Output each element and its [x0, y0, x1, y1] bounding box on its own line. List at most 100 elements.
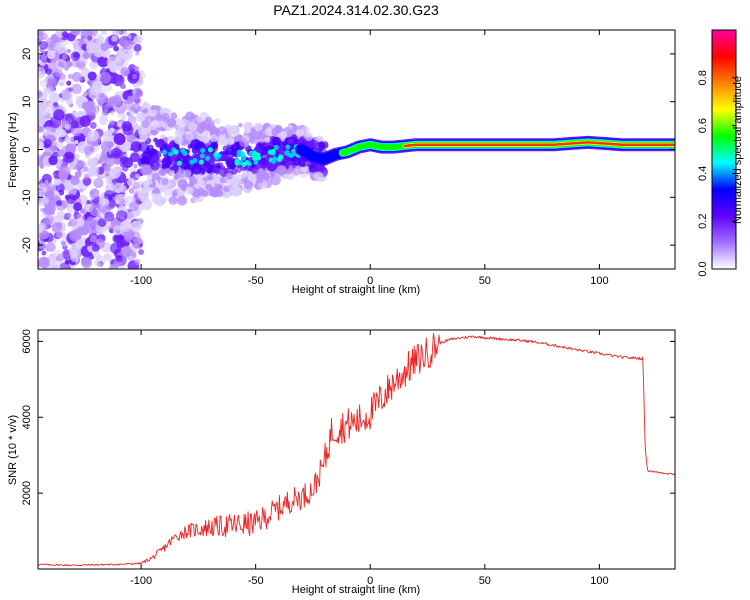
- spectrogram-blob: [199, 167, 206, 175]
- spectrogram-blob: [214, 117, 221, 125]
- spectrogram-blob: [67, 73, 74, 80]
- spectrogram-blob: [134, 66, 140, 71]
- spectrogram-blob: [68, 165, 74, 171]
- spectrogram-blob: [64, 66, 69, 71]
- spectrogram-blob: [95, 38, 103, 46]
- colorbar-tick-label: 0.0: [697, 261, 709, 276]
- colorbar-ticks: 0.0 0.2 0.4 0.6 0.8: [697, 29, 737, 277]
- spectrogram-blob: [56, 253, 65, 262]
- y-tick-label: 6000: [21, 329, 33, 353]
- spectrogram-blob: [135, 173, 140, 179]
- spectrogram-blob: [47, 44, 55, 52]
- spectrogram-blob: [129, 201, 140, 212]
- spectrogram-blob: [162, 149, 168, 155]
- spectrogram-blob: [173, 174, 180, 181]
- spectrogram-blob: [133, 43, 142, 52]
- spectrogram-blob: [200, 135, 210, 144]
- spectrogram-blob: [89, 60, 99, 70]
- spectrogram-blob: [51, 222, 63, 233]
- spectrogram-blob: [38, 122, 43, 127]
- spectrogram-blob: [127, 177, 137, 188]
- spectrogram-blob: [87, 129, 99, 142]
- spectrogram-blob: [206, 174, 213, 181]
- spectrogram-blob: [151, 119, 160, 128]
- spectrogram-blob: [142, 101, 149, 108]
- spectrogram-blob: [259, 155, 266, 162]
- spectrogram-blob: [116, 121, 123, 128]
- spectrogram-blob: [58, 135, 65, 143]
- ridge-band: [403, 141, 675, 148]
- snr-y-ticks: 2000 4000 6000: [21, 329, 675, 505]
- spectrogram-blob: [258, 160, 263, 166]
- spectrogram-blob: [113, 157, 121, 165]
- spectrogram-blob: [66, 80, 72, 86]
- spectrogram-y-ticks: -20 -10 0 10 20: [21, 48, 675, 253]
- spectrogram-blob: [273, 144, 279, 150]
- spectrogram-blob: [61, 53, 68, 60]
- spectrogram-blob: [150, 161, 160, 171]
- spectrogram-blob: [85, 41, 98, 54]
- colorbar-frame: [711, 29, 737, 270]
- spectrogram-blob: [113, 132, 126, 145]
- spectrogram-blob: [170, 158, 178, 166]
- spectrogram-blob: [226, 137, 235, 146]
- spectrogram-blob: [183, 169, 192, 178]
- spectrogram-blob: [118, 30, 127, 35]
- spectrogram-blob: [215, 162, 221, 169]
- spectrogram-y-label: Frequency (Hz): [7, 112, 19, 188]
- spectrogram-blob: [45, 242, 56, 253]
- spectrogram-blob: [99, 72, 112, 84]
- spectrogram-blob: [66, 212, 72, 219]
- spectrogram-blob: [79, 77, 84, 82]
- spectrogram-blob: [41, 107, 50, 116]
- spectrogram-blob: [40, 196, 50, 205]
- spectrogram-blob: [86, 30, 98, 37]
- spectrogram-blob: [114, 233, 124, 243]
- spectrogram-blob: [128, 187, 135, 194]
- spectrogram-blob: [82, 177, 92, 186]
- spectrogram-blob: [109, 119, 115, 126]
- spectrogram-blob: [140, 156, 151, 166]
- y-tick-label: 4000: [21, 405, 33, 429]
- spectrogram-blob: [213, 152, 219, 158]
- spectrogram-blob: [48, 155, 58, 166]
- x-tick-label: -50: [248, 275, 264, 287]
- spectrogram-blob: [300, 165, 308, 173]
- spectrogram-blob: [133, 164, 138, 169]
- spectrogram-blob: [63, 151, 75, 164]
- spectrogram-blob: [283, 173, 288, 179]
- spectrogram-blob: [45, 189, 55, 199]
- spectrogram-blob: [58, 170, 68, 180]
- spectrogram-blob: [43, 225, 49, 231]
- spectrogram-blob: [151, 109, 158, 116]
- spectrogram-blob: [138, 141, 149, 152]
- spectrogram-blob: [166, 118, 177, 128]
- spectrogram-blob: [127, 95, 135, 103]
- spectrogram-blobs: [38, 30, 329, 269]
- spectrogram-blob: [220, 165, 226, 171]
- spectrogram-blob: [182, 151, 188, 157]
- spectrogram-blob: [110, 111, 115, 116]
- spectrogram-blob: [176, 126, 185, 136]
- spectrogram-blob: [113, 45, 119, 52]
- spectrogram-blob: [241, 161, 247, 167]
- spectrogram-blob: [141, 195, 150, 204]
- spectrogram-blob: [42, 126, 54, 138]
- spectrogram-blob: [256, 168, 264, 176]
- spectrogram-blob: [66, 48, 71, 54]
- snr-series: [38, 333, 675, 567]
- spectrogram-blob: [110, 147, 122, 159]
- spectrogram-blob: [109, 167, 121, 179]
- spectrogram-blob: [209, 134, 218, 143]
- spectrogram-blob: [271, 136, 282, 146]
- spectrogram-blob: [66, 193, 77, 205]
- spectrogram-blob: [114, 182, 125, 193]
- snr-x-label: Height of straight line (km): [292, 584, 420, 596]
- spectrogram-blob: [291, 150, 297, 156]
- spectrogram-blob: [44, 85, 55, 96]
- spectrogram-blob: [53, 101, 59, 107]
- spectrogram-blob: [163, 136, 169, 142]
- x-tick-label: 100: [590, 575, 608, 587]
- spectrogram-blob: [185, 186, 194, 195]
